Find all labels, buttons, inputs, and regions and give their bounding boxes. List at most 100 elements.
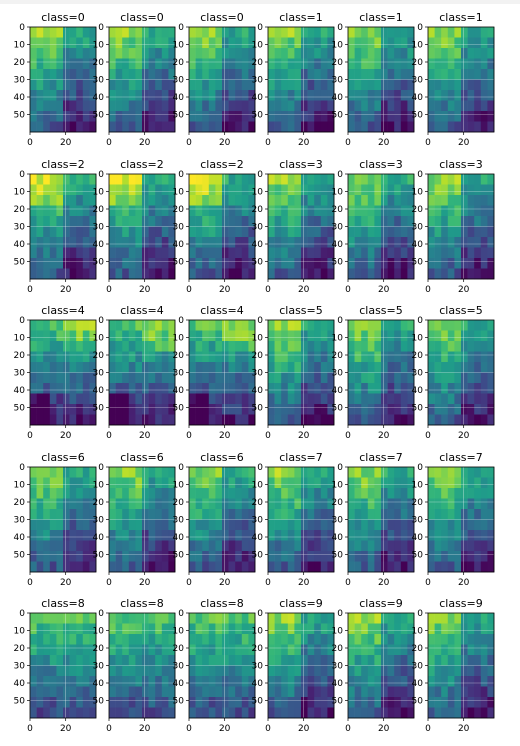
y-tick-label: 20 [173, 351, 185, 361]
heatmap-cell [202, 121, 210, 133]
heatmap-cell [454, 676, 462, 687]
heatmap-cell [248, 404, 256, 415]
heatmap-cell [281, 121, 289, 133]
heatmap-cell [307, 613, 315, 624]
heatmap-cell [394, 174, 402, 185]
heatmap-cell [400, 414, 408, 426]
heatmap-cell [142, 488, 149, 499]
heatmap-cell [381, 37, 388, 49]
heatmap-cell [228, 90, 236, 101]
heatmap-cell [454, 414, 462, 426]
heatmap-cell [354, 27, 362, 38]
heatmap-cell [320, 90, 328, 101]
heatmap-cell [268, 623, 275, 635]
heatmap-cell [361, 226, 369, 238]
heatmap-cell [202, 488, 210, 499]
heatmap-cell [314, 372, 322, 384]
heatmap-cell [480, 351, 488, 363]
heatmap-cell [294, 247, 302, 259]
heatmap-cell [361, 561, 369, 573]
heatmap-cell [361, 90, 369, 101]
heatmap-cell [235, 707, 243, 719]
y-tick-label: 0 [257, 23, 263, 33]
heatmap-cell [461, 37, 468, 49]
heatmap-cell [268, 686, 275, 698]
heatmap-cell [348, 121, 355, 133]
heatmap-cell [487, 540, 495, 552]
heatmap-cell [208, 58, 216, 70]
heatmap-cell [195, 372, 203, 384]
heatmap-cell [215, 216, 223, 227]
heatmap-cell [327, 48, 335, 59]
heatmap-cell [307, 237, 315, 248]
heatmap-cell [374, 330, 382, 342]
heatmap-cell [195, 195, 203, 206]
heatmap-cell [49, 383, 57, 394]
x-tick-label: 0 [265, 138, 271, 148]
heatmap-cell [36, 372, 44, 384]
heatmap-cell [241, 100, 249, 112]
heatmap-cell [69, 467, 77, 478]
heatmap-cell [195, 27, 203, 38]
heatmap-cell [381, 372, 388, 384]
heatmap-cell [241, 37, 249, 49]
heatmap-cell [215, 205, 223, 217]
heatmap-cell [301, 488, 308, 499]
x-tick-label: 20 [60, 138, 72, 148]
heatmap-cell [109, 174, 116, 185]
heatmap-cell [301, 362, 308, 373]
heatmap-cell [320, 634, 328, 645]
heatmap-cell [241, 530, 249, 541]
y-tick-label: 0 [337, 23, 343, 33]
heatmap-cell [161, 184, 169, 196]
heatmap-cell [400, 634, 408, 645]
heatmap-cell [348, 404, 355, 415]
heatmap-cell [480, 69, 488, 80]
heatmap-cell [301, 393, 308, 405]
x-tick-label: 20 [139, 724, 151, 734]
heatmap-cell [354, 509, 362, 520]
heatmap-cell [428, 58, 435, 70]
heatmap-cell [248, 655, 256, 666]
heatmap-cell [241, 509, 249, 520]
heatmap-cell [155, 383, 163, 394]
heatmap-cell [281, 530, 289, 541]
heatmap-cell [135, 540, 143, 552]
heatmap-cell [314, 393, 322, 405]
heatmap-cell [314, 467, 322, 478]
heatmap-cell [454, 634, 462, 645]
heatmap-cell [128, 372, 136, 384]
heatmap-cell [307, 697, 315, 708]
heatmap-cell [407, 613, 415, 624]
heatmap-cell [69, 488, 77, 499]
heatmap-cell [320, 184, 328, 196]
heatmap-cell [281, 100, 289, 112]
heatmap-cell [367, 372, 375, 384]
heatmap-cell [56, 27, 64, 38]
heatmap-cell [89, 184, 97, 196]
heatmap-cell [76, 707, 84, 719]
heatmap-cell [148, 697, 156, 708]
heatmap-cell [63, 393, 70, 405]
heatmap-cell [76, 519, 84, 531]
heatmap-cell [69, 121, 77, 133]
heatmap-cell [354, 351, 362, 363]
heatmap-cell [274, 69, 282, 80]
heatmap-cell [155, 320, 163, 331]
heatmap-cell [354, 37, 362, 49]
heatmap-cell [441, 58, 449, 70]
heatmap-cell [374, 530, 382, 541]
heatmap-cell [189, 90, 196, 101]
heatmap-cell [248, 195, 256, 206]
heatmap-cell [301, 195, 308, 206]
heatmap-cell [400, 404, 408, 415]
heatmap-cell [480, 414, 488, 426]
heatmap-cell [135, 414, 143, 426]
heatmap-cell [128, 393, 136, 405]
heatmap-cell [381, 623, 388, 635]
heatmap-cell [49, 634, 57, 645]
heatmap-cell [109, 362, 116, 373]
heatmap-cell [441, 519, 449, 531]
